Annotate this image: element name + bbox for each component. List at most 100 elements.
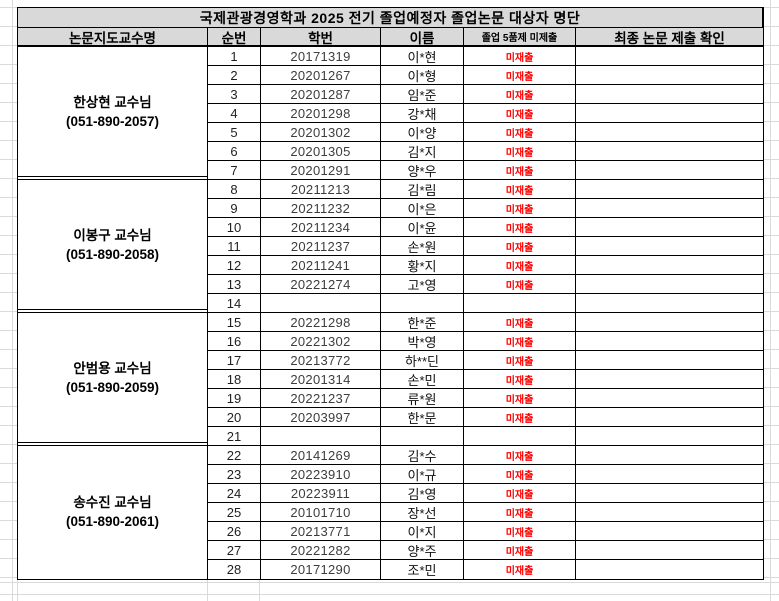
final-submission-cell[interactable] (576, 503, 763, 522)
seq-cell[interactable]: 7 (208, 161, 261, 180)
final-submission-cell[interactable] (576, 446, 763, 465)
header-student-id[interactable]: 학번 (261, 28, 381, 47)
student-id-cell[interactable]: 20223911 (261, 484, 381, 503)
name-cell[interactable]: 이*형 (381, 66, 464, 85)
student-id-cell[interactable]: 20101710 (261, 503, 381, 522)
header-name[interactable]: 이름 (381, 28, 464, 47)
seq-cell[interactable]: 22 (208, 446, 261, 465)
student-id-cell[interactable]: 20141269 (261, 446, 381, 465)
final-submission-cell[interactable] (576, 85, 763, 104)
final-submission-cell[interactable] (576, 370, 763, 389)
final-submission-cell[interactable] (576, 275, 763, 294)
requirement-status-cell[interactable]: 미재출 (464, 465, 576, 484)
seq-cell[interactable]: 16 (208, 332, 261, 351)
requirement-status-cell[interactable]: 미재출 (464, 161, 576, 180)
student-id-cell[interactable]: 20201287 (261, 85, 381, 104)
final-submission-cell[interactable] (576, 484, 763, 503)
student-id-cell[interactable]: 20171319 (261, 47, 381, 66)
student-id-cell[interactable]: 20201314 (261, 370, 381, 389)
student-id-cell[interactable] (261, 427, 381, 446)
seq-cell[interactable]: 24 (208, 484, 261, 503)
name-cell[interactable]: 이*은 (381, 199, 464, 218)
name-cell[interactable]: 장*선 (381, 503, 464, 522)
student-id-cell[interactable]: 20221282 (261, 541, 381, 560)
header-requirement-status[interactable]: 졸업 5품제 미제출 (464, 28, 576, 47)
final-submission-cell[interactable] (576, 465, 763, 484)
name-cell[interactable]: 하**딘 (381, 351, 464, 370)
requirement-status-cell[interactable]: 미재출 (464, 123, 576, 142)
student-id-cell[interactable]: 20221274 (261, 275, 381, 294)
name-cell[interactable]: 이*규 (381, 465, 464, 484)
final-submission-cell[interactable] (576, 389, 763, 408)
seq-cell[interactable]: 6 (208, 142, 261, 161)
name-cell[interactable]: 양*우 (381, 161, 464, 180)
requirement-status-cell[interactable]: 미재출 (464, 180, 576, 199)
final-submission-cell[interactable] (576, 351, 763, 370)
requirement-status-cell[interactable]: 미재출 (464, 142, 576, 161)
requirement-status-cell[interactable] (464, 294, 576, 313)
name-cell[interactable]: 임*준 (381, 85, 464, 104)
student-id-cell[interactable]: 20203997 (261, 408, 381, 427)
name-cell[interactable]: 한*준 (381, 313, 464, 332)
requirement-status-cell[interactable]: 미재출 (464, 484, 576, 503)
advisor-cell[interactable]: 송수진 교수님 (051-890-2061) (18, 446, 208, 579)
final-submission-cell[interactable] (576, 408, 763, 427)
student-id-cell[interactable] (261, 294, 381, 313)
final-submission-cell[interactable] (576, 142, 763, 161)
name-cell[interactable]: 손*원 (381, 237, 464, 256)
name-cell[interactable] (381, 294, 464, 313)
student-id-cell[interactable]: 20221237 (261, 389, 381, 408)
final-submission-cell[interactable] (576, 199, 763, 218)
name-cell[interactable]: 황*지 (381, 256, 464, 275)
name-cell[interactable]: 조*민 (381, 560, 464, 579)
name-cell[interactable]: 김*수 (381, 446, 464, 465)
seq-cell[interactable]: 13 (208, 275, 261, 294)
seq-cell[interactable]: 8 (208, 180, 261, 199)
student-id-cell[interactable]: 20211213 (261, 180, 381, 199)
requirement-status-cell[interactable]: 미재출 (464, 237, 576, 256)
student-id-cell[interactable]: 20211237 (261, 237, 381, 256)
final-submission-cell[interactable] (576, 541, 763, 560)
requirement-status-cell[interactable]: 미재출 (464, 446, 576, 465)
requirement-status-cell[interactable]: 미재출 (464, 370, 576, 389)
header-advisor[interactable]: 논문지도교수명 (18, 28, 208, 47)
advisor-cell[interactable]: 한상현 교수님 (051-890-2057) (18, 47, 208, 180)
final-submission-cell[interactable] (576, 427, 763, 446)
student-id-cell[interactable]: 20211234 (261, 218, 381, 237)
final-submission-cell[interactable] (576, 256, 763, 275)
requirement-status-cell[interactable]: 미재출 (464, 389, 576, 408)
student-id-cell[interactable]: 20213771 (261, 522, 381, 541)
seq-cell[interactable]: 5 (208, 123, 261, 142)
seq-cell[interactable]: 26 (208, 522, 261, 541)
requirement-status-cell[interactable]: 미재출 (464, 47, 576, 66)
seq-cell[interactable]: 1 (208, 47, 261, 66)
final-submission-cell[interactable] (576, 161, 763, 180)
requirement-status-cell[interactable]: 미재출 (464, 560, 576, 579)
final-submission-cell[interactable] (576, 332, 763, 351)
name-cell[interactable]: 고*영 (381, 275, 464, 294)
seq-cell[interactable]: 27 (208, 541, 261, 560)
requirement-status-cell[interactable]: 미재출 (464, 275, 576, 294)
seq-cell[interactable]: 11 (208, 237, 261, 256)
name-cell[interactable]: 이*양 (381, 123, 464, 142)
seq-cell[interactable]: 12 (208, 256, 261, 275)
final-submission-cell[interactable] (576, 560, 763, 579)
advisor-cell[interactable]: 이봉구 교수님 (051-890-2058) (18, 180, 208, 313)
requirement-status-cell[interactable]: 미재출 (464, 104, 576, 123)
final-submission-cell[interactable] (576, 104, 763, 123)
seq-cell[interactable]: 9 (208, 199, 261, 218)
name-cell[interactable]: 한*문 (381, 408, 464, 427)
name-cell[interactable]: 이*현 (381, 47, 464, 66)
student-id-cell[interactable]: 20213772 (261, 351, 381, 370)
seq-cell[interactable]: 25 (208, 503, 261, 522)
final-submission-cell[interactable] (576, 294, 763, 313)
requirement-status-cell[interactable]: 미재출 (464, 503, 576, 522)
name-cell[interactable] (381, 427, 464, 446)
name-cell[interactable]: 김*영 (381, 484, 464, 503)
seq-cell[interactable]: 20 (208, 408, 261, 427)
seq-cell[interactable]: 15 (208, 313, 261, 332)
requirement-status-cell[interactable]: 미재출 (464, 199, 576, 218)
student-id-cell[interactable]: 20201302 (261, 123, 381, 142)
requirement-status-cell[interactable]: 미재출 (464, 66, 576, 85)
seq-cell[interactable]: 18 (208, 370, 261, 389)
